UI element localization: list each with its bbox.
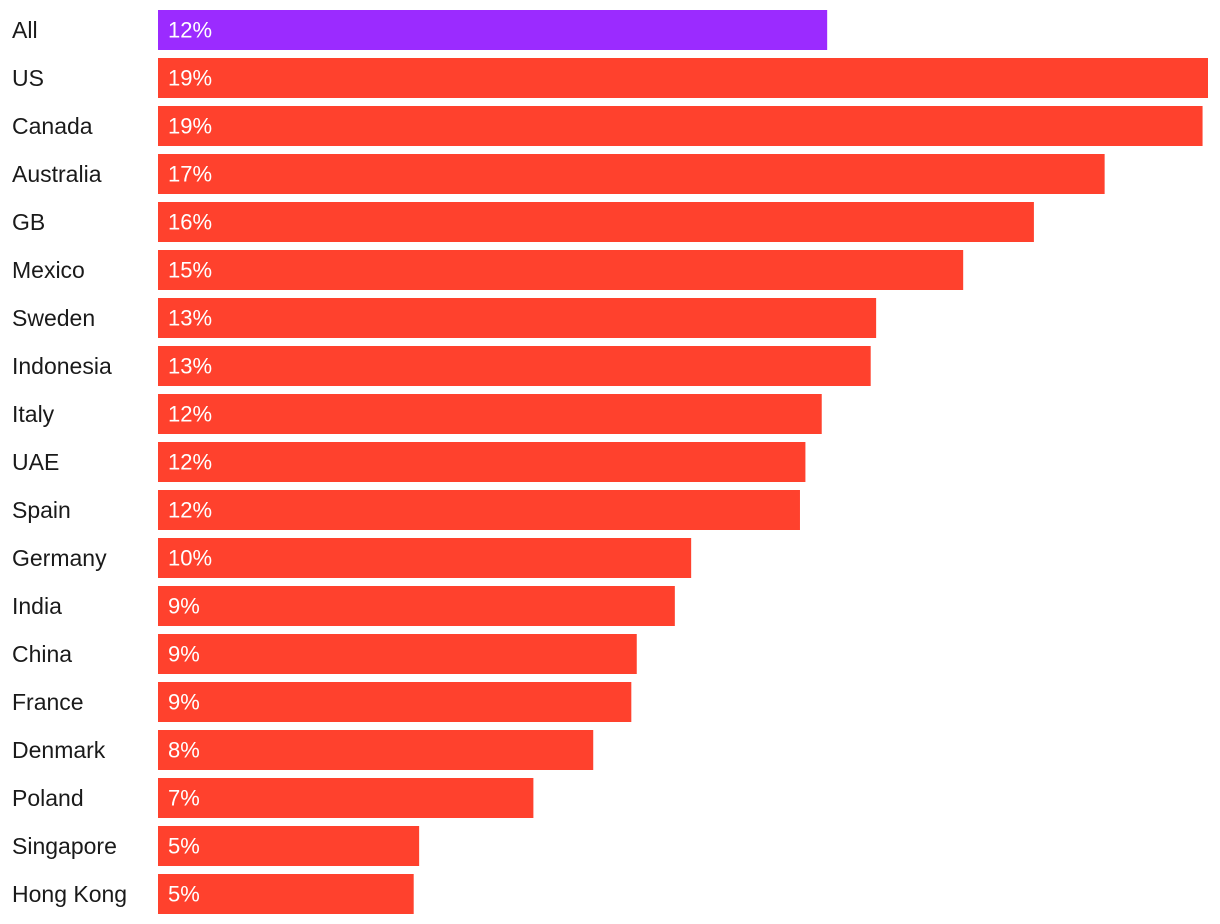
value-label: 12% [168, 402, 212, 427]
bar-row-mexico: Mexico 15% [12, 250, 964, 290]
category-label: Italy [12, 401, 55, 427]
bar-row-india: India 9% [12, 586, 675, 626]
bar [158, 778, 534, 818]
value-label: 9% [168, 690, 200, 715]
bar-row-hong-kong: Hong Kong 5% [12, 874, 414, 914]
category-label: Poland [12, 785, 84, 811]
bar [158, 106, 1203, 146]
bars-layer: All 12% US 19% Canada 19% Australia 17% GB 16% Mex… [12, 10, 1208, 914]
bar-row-all: All 12% [12, 10, 828, 50]
value-label: 8% [168, 738, 200, 763]
category-label: Hong Kong [12, 881, 127, 907]
category-label: Singapore [12, 833, 117, 859]
value-label: 19% [168, 114, 212, 139]
category-label: Australia [12, 161, 102, 187]
value-label: 13% [168, 354, 212, 379]
category-label: All [12, 17, 38, 43]
bar [158, 730, 594, 770]
bar [158, 58, 1208, 98]
bar-row-italy: Italy 12% [12, 394, 822, 434]
category-label: Mexico [12, 257, 85, 283]
bar-row-france: France 9% [12, 682, 632, 722]
bar-row-sweden: Sweden 13% [12, 298, 877, 338]
value-label: 9% [168, 594, 200, 619]
bar-row-china: China 9% [12, 634, 637, 674]
category-label: Germany [12, 545, 107, 571]
value-label: 5% [168, 882, 200, 907]
category-label: UAE [12, 449, 59, 475]
bar [158, 154, 1105, 194]
bar-row-germany: Germany 10% [12, 538, 692, 578]
bar [158, 250, 964, 290]
value-label: 15% [168, 258, 212, 283]
bar [158, 394, 822, 434]
bar-row-uae: UAE 12% [12, 442, 806, 482]
bar-row-indonesia: Indonesia 13% [12, 346, 871, 386]
bar [158, 682, 632, 722]
bar-row-denmark: Denmark 8% [12, 730, 594, 770]
bar [158, 442, 806, 482]
bar-row-spain: Spain 12% [12, 490, 800, 530]
value-label: 12% [168, 450, 212, 475]
category-label: Denmark [12, 737, 106, 763]
category-label: France [12, 689, 84, 715]
category-label: GB [12, 209, 45, 235]
value-label: 19% [168, 66, 212, 91]
value-label: 10% [168, 546, 212, 571]
value-label: 17% [168, 162, 212, 187]
category-label: US [12, 65, 44, 91]
bar-row-gb: GB 16% [12, 202, 1034, 242]
bar-row-singapore: Singapore 5% [12, 826, 420, 866]
bar-row-australia: Australia 17% [12, 154, 1105, 194]
value-label: 13% [168, 306, 212, 331]
category-label: Sweden [12, 305, 95, 331]
bar [158, 634, 637, 674]
category-label: Spain [12, 497, 71, 523]
category-label: Indonesia [12, 353, 112, 379]
category-label: China [12, 641, 72, 667]
bar [158, 490, 800, 530]
value-label: 12% [168, 498, 212, 523]
value-label: 9% [168, 642, 200, 667]
value-label: 7% [168, 786, 200, 811]
value-label: 5% [168, 834, 200, 859]
bar [158, 298, 877, 338]
bar-row-canada: Canada 19% [12, 106, 1203, 146]
bar [158, 346, 871, 386]
category-label: India [12, 593, 62, 619]
value-label: 12% [168, 18, 212, 43]
bar [158, 874, 414, 914]
bar-row-us: US 19% [12, 58, 1208, 98]
bar [158, 586, 675, 626]
category-label: Canada [12, 113, 93, 139]
bar [158, 10, 828, 50]
bar [158, 826, 420, 866]
value-label: 16% [168, 210, 212, 235]
bar [158, 538, 692, 578]
bar-row-poland: Poland 7% [12, 778, 534, 818]
bar [158, 202, 1034, 242]
